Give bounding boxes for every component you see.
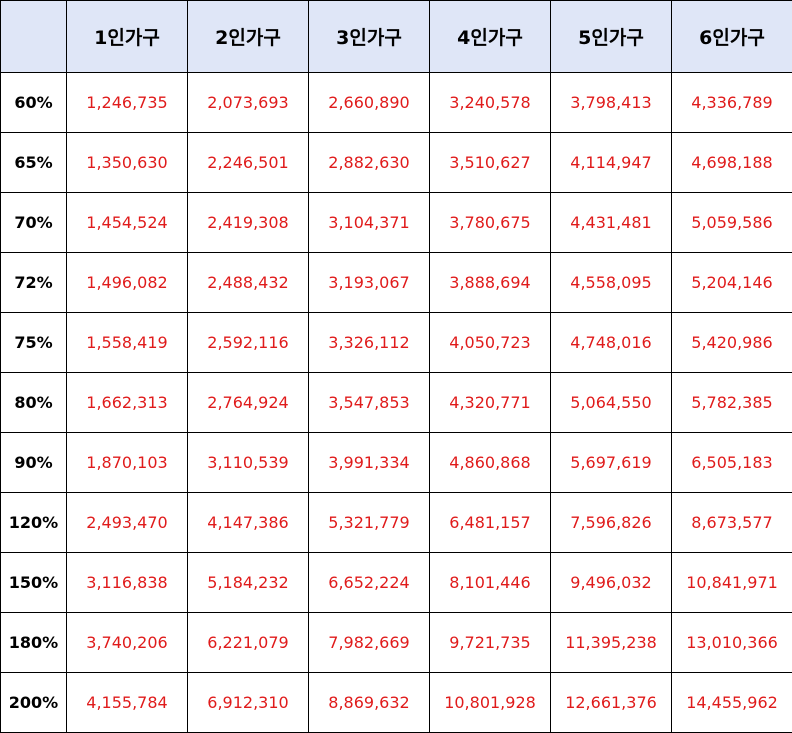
value-cell: 2,246,501	[187, 132, 309, 193]
value-cell: 4,698,188	[671, 132, 792, 193]
value-cell: 2,764,924	[187, 372, 309, 433]
value-cell: 3,740,206	[66, 612, 188, 673]
value-cell: 1,496,082	[66, 252, 188, 313]
value-cell: 1,558,419	[66, 312, 188, 373]
value-cell: 5,321,779	[308, 492, 430, 553]
value-cell: 4,558,095	[550, 252, 672, 313]
value-cell: 4,431,481	[550, 192, 672, 253]
value-cell: 2,882,630	[308, 132, 430, 193]
column-header-1-person: 1인가구	[66, 0, 188, 73]
value-cell: 3,116,838	[66, 552, 188, 613]
value-cell: 14,455,962	[671, 672, 792, 733]
value-cell: 5,204,146	[671, 252, 792, 313]
value-cell: 6,652,224	[308, 552, 430, 613]
value-cell: 2,592,116	[187, 312, 309, 373]
row-label: 75%	[0, 312, 67, 373]
value-cell: 4,155,784	[66, 672, 188, 733]
row-label: 90%	[0, 432, 67, 493]
value-cell: 1,870,103	[66, 432, 188, 493]
value-cell: 2,493,470	[66, 492, 188, 553]
value-cell: 2,488,432	[187, 252, 309, 313]
table-row: 65% 1,350,630 2,246,501 2,882,630 3,510,627 4…	[0, 132, 792, 193]
value-cell: 10,801,928	[429, 672, 551, 733]
row-label: 65%	[0, 132, 67, 193]
column-header-2-person: 2인가구	[187, 0, 309, 73]
value-cell: 3,110,539	[187, 432, 309, 493]
row-label: 180%	[0, 612, 67, 673]
value-cell: 1,350,630	[66, 132, 188, 193]
value-cell: 8,673,577	[671, 492, 792, 553]
row-label: 70%	[0, 192, 67, 253]
table-row: 75% 1,558,419 2,592,116 3,326,112 4,050,723 4…	[0, 312, 792, 373]
value-cell: 4,114,947	[550, 132, 672, 193]
column-header-3-person: 3인가구	[308, 0, 430, 73]
table-row: 150% 3,116,838 5,184,232 6,652,224 8,101,446…	[0, 552, 792, 613]
row-label: 72%	[0, 252, 67, 313]
value-cell: 3,510,627	[429, 132, 551, 193]
value-cell: 5,059,586	[671, 192, 792, 253]
table-row: 80% 1,662,313 2,764,924 3,547,853 4,320,771 5…	[0, 372, 792, 433]
value-cell: 3,193,067	[308, 252, 430, 313]
value-cell: 4,320,771	[429, 372, 551, 433]
table-row: 180% 3,740,206 6,221,079 7,982,669 9,721,735…	[0, 612, 792, 673]
table-header: 1인가구 2인가구 3인가구 4인가구 5인가구 6인가구	[0, 0, 792, 73]
value-cell: 7,982,669	[308, 612, 430, 673]
value-cell: 8,869,632	[308, 672, 430, 733]
value-cell: 3,104,371	[308, 192, 430, 253]
table-row: 90% 1,870,103 3,110,539 3,991,334 4,860,868 5…	[0, 432, 792, 493]
value-cell: 4,860,868	[429, 432, 551, 493]
value-cell: 2,660,890	[308, 72, 430, 133]
column-header-4-person: 4인가구	[429, 0, 551, 73]
row-label: 200%	[0, 672, 67, 733]
value-cell: 4,336,789	[671, 72, 792, 133]
table-row: 70% 1,454,524 2,419,308 3,104,371 3,780,675 4…	[0, 192, 792, 253]
value-cell: 13,010,366	[671, 612, 792, 673]
value-cell: 3,798,413	[550, 72, 672, 133]
row-label: 80%	[0, 372, 67, 433]
value-cell: 2,419,308	[187, 192, 309, 253]
header-row: 1인가구 2인가구 3인가구 4인가구 5인가구 6인가구	[0, 0, 792, 73]
value-cell: 5,697,619	[550, 432, 672, 493]
value-cell: 5,782,385	[671, 372, 792, 433]
value-cell: 3,240,578	[429, 72, 551, 133]
value-cell: 9,721,735	[429, 612, 551, 673]
column-header-5-person: 5인가구	[550, 0, 672, 73]
value-cell: 1,246,735	[66, 72, 188, 133]
table-row: 60% 1,246,735 2,073,693 2,660,890 3,240,578 3…	[0, 72, 792, 133]
value-cell: 1,454,524	[66, 192, 188, 253]
value-cell: 5,064,550	[550, 372, 672, 433]
row-label: 150%	[0, 552, 67, 613]
value-cell: 3,888,694	[429, 252, 551, 313]
value-cell: 9,496,032	[550, 552, 672, 613]
table-row: 72% 1,496,082 2,488,432 3,193,067 3,888,694 4…	[0, 252, 792, 313]
value-cell: 10,841,971	[671, 552, 792, 613]
column-header-6-person: 6인가구	[671, 0, 792, 73]
value-cell: 6,481,157	[429, 492, 551, 553]
value-cell: 12,661,376	[550, 672, 672, 733]
value-cell: 6,221,079	[187, 612, 309, 673]
corner-cell	[0, 0, 67, 73]
value-cell: 7,596,826	[550, 492, 672, 553]
value-cell: 1,662,313	[66, 372, 188, 433]
value-cell: 8,101,446	[429, 552, 551, 613]
value-cell: 11,395,238	[550, 612, 672, 673]
value-cell: 6,505,183	[671, 432, 792, 493]
table-body: 60% 1,246,735 2,073,693 2,660,890 3,240,578 3…	[0, 72, 792, 733]
table-row: 120% 2,493,470 4,147,386 5,321,779 6,481,157…	[0, 492, 792, 553]
value-cell: 5,184,232	[187, 552, 309, 613]
row-label: 60%	[0, 72, 67, 133]
row-label: 120%	[0, 492, 67, 553]
value-cell: 4,147,386	[187, 492, 309, 553]
value-cell: 4,050,723	[429, 312, 551, 373]
value-cell: 6,912,310	[187, 672, 309, 733]
value-cell: 4,748,016	[550, 312, 672, 373]
value-cell: 3,326,112	[308, 312, 430, 373]
value-cell: 3,547,853	[308, 372, 430, 433]
value-cell: 3,991,334	[308, 432, 430, 493]
value-cell: 2,073,693	[187, 72, 309, 133]
table-row: 200% 4,155,784 6,912,310 8,869,632 10,801,92…	[0, 672, 792, 733]
value-cell: 5,420,986	[671, 312, 792, 373]
value-cell: 3,780,675	[429, 192, 551, 253]
